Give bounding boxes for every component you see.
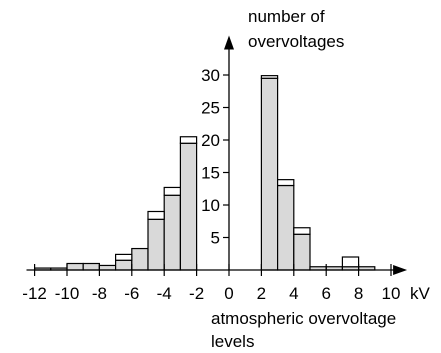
bar--7-to--6 — [114, 259, 133, 271]
bar-4-to-5 — [293, 233, 311, 271]
bar-stacked-segment--4-to--3 — [163, 186, 181, 196]
bar-stacked-segment-7-to-8 — [341, 256, 360, 268]
x-tick-label: 6 — [321, 284, 330, 303]
x-tick-label: 0 — [224, 284, 233, 303]
x-tick-label: -6 — [124, 284, 139, 303]
x-tick-label: 4 — [289, 284, 298, 303]
bar--10-to--9 — [66, 262, 84, 271]
bar-stacked-segment-2-to-3 — [260, 75, 279, 79]
x-axis-label-line-1: atmospheric overvoltage — [211, 309, 396, 328]
bar-stacked-segment--7-to--6 — [114, 253, 133, 261]
x-tick-label: -12 — [22, 284, 47, 303]
bar-stacked-segment-4-to-5 — [293, 227, 311, 235]
axes-layer — [26, 35, 408, 275]
y-tick-label: 15 — [201, 164, 220, 183]
bar-3-to-4 — [277, 184, 295, 271]
axis-labels: number of overvoltages atmospheric overv… — [211, 7, 431, 351]
bar--5-to--4 — [147, 218, 165, 271]
bars-layer — [33, 75, 376, 271]
x-tick-label: -8 — [92, 284, 107, 303]
ticks-layer: -12 -10 -8 -6 -4 -2 0 2 4 6 8 10 5 10 15 20 25 30 — [22, 66, 400, 303]
x-tick-label: 8 — [354, 284, 363, 303]
x-tick-label: -10 — [55, 284, 80, 303]
y-tick-label: 25 — [201, 99, 220, 118]
bar-2-to-3 — [260, 77, 279, 271]
y-tick-label: 10 — [201, 196, 220, 215]
bar-stacked-segment-3-to-4 — [277, 179, 295, 187]
bar--6-to--5 — [131, 247, 149, 271]
y-axis-label-line-2: overvoltages — [248, 32, 344, 51]
x-tick-label: 10 — [382, 284, 401, 303]
bar--8-to--7 — [98, 264, 117, 271]
x-axis-unit: kV — [410, 284, 431, 303]
bar-stacked-segment--5-to--4 — [147, 210, 165, 220]
bar-stacked-segment--3-to--2 — [179, 136, 198, 144]
x-tick-label: 2 — [257, 284, 266, 303]
bar--4-to--3 — [163, 194, 181, 271]
x-axis-label-line-2: levels — [211, 332, 254, 351]
y-axis-label-line-1: number of — [248, 7, 325, 26]
bar--3-to--2 — [179, 142, 198, 271]
y-axis-arrow — [224, 35, 234, 50]
y-tick-label: 5 — [211, 229, 220, 248]
x-tick-label: -4 — [157, 284, 172, 303]
bar--9-to--8 — [82, 262, 100, 271]
x-tick-label: -2 — [189, 284, 204, 303]
y-tick-label: 20 — [201, 131, 220, 150]
y-tick-label: 30 — [201, 66, 220, 85]
x-axis-arrow — [393, 265, 408, 275]
